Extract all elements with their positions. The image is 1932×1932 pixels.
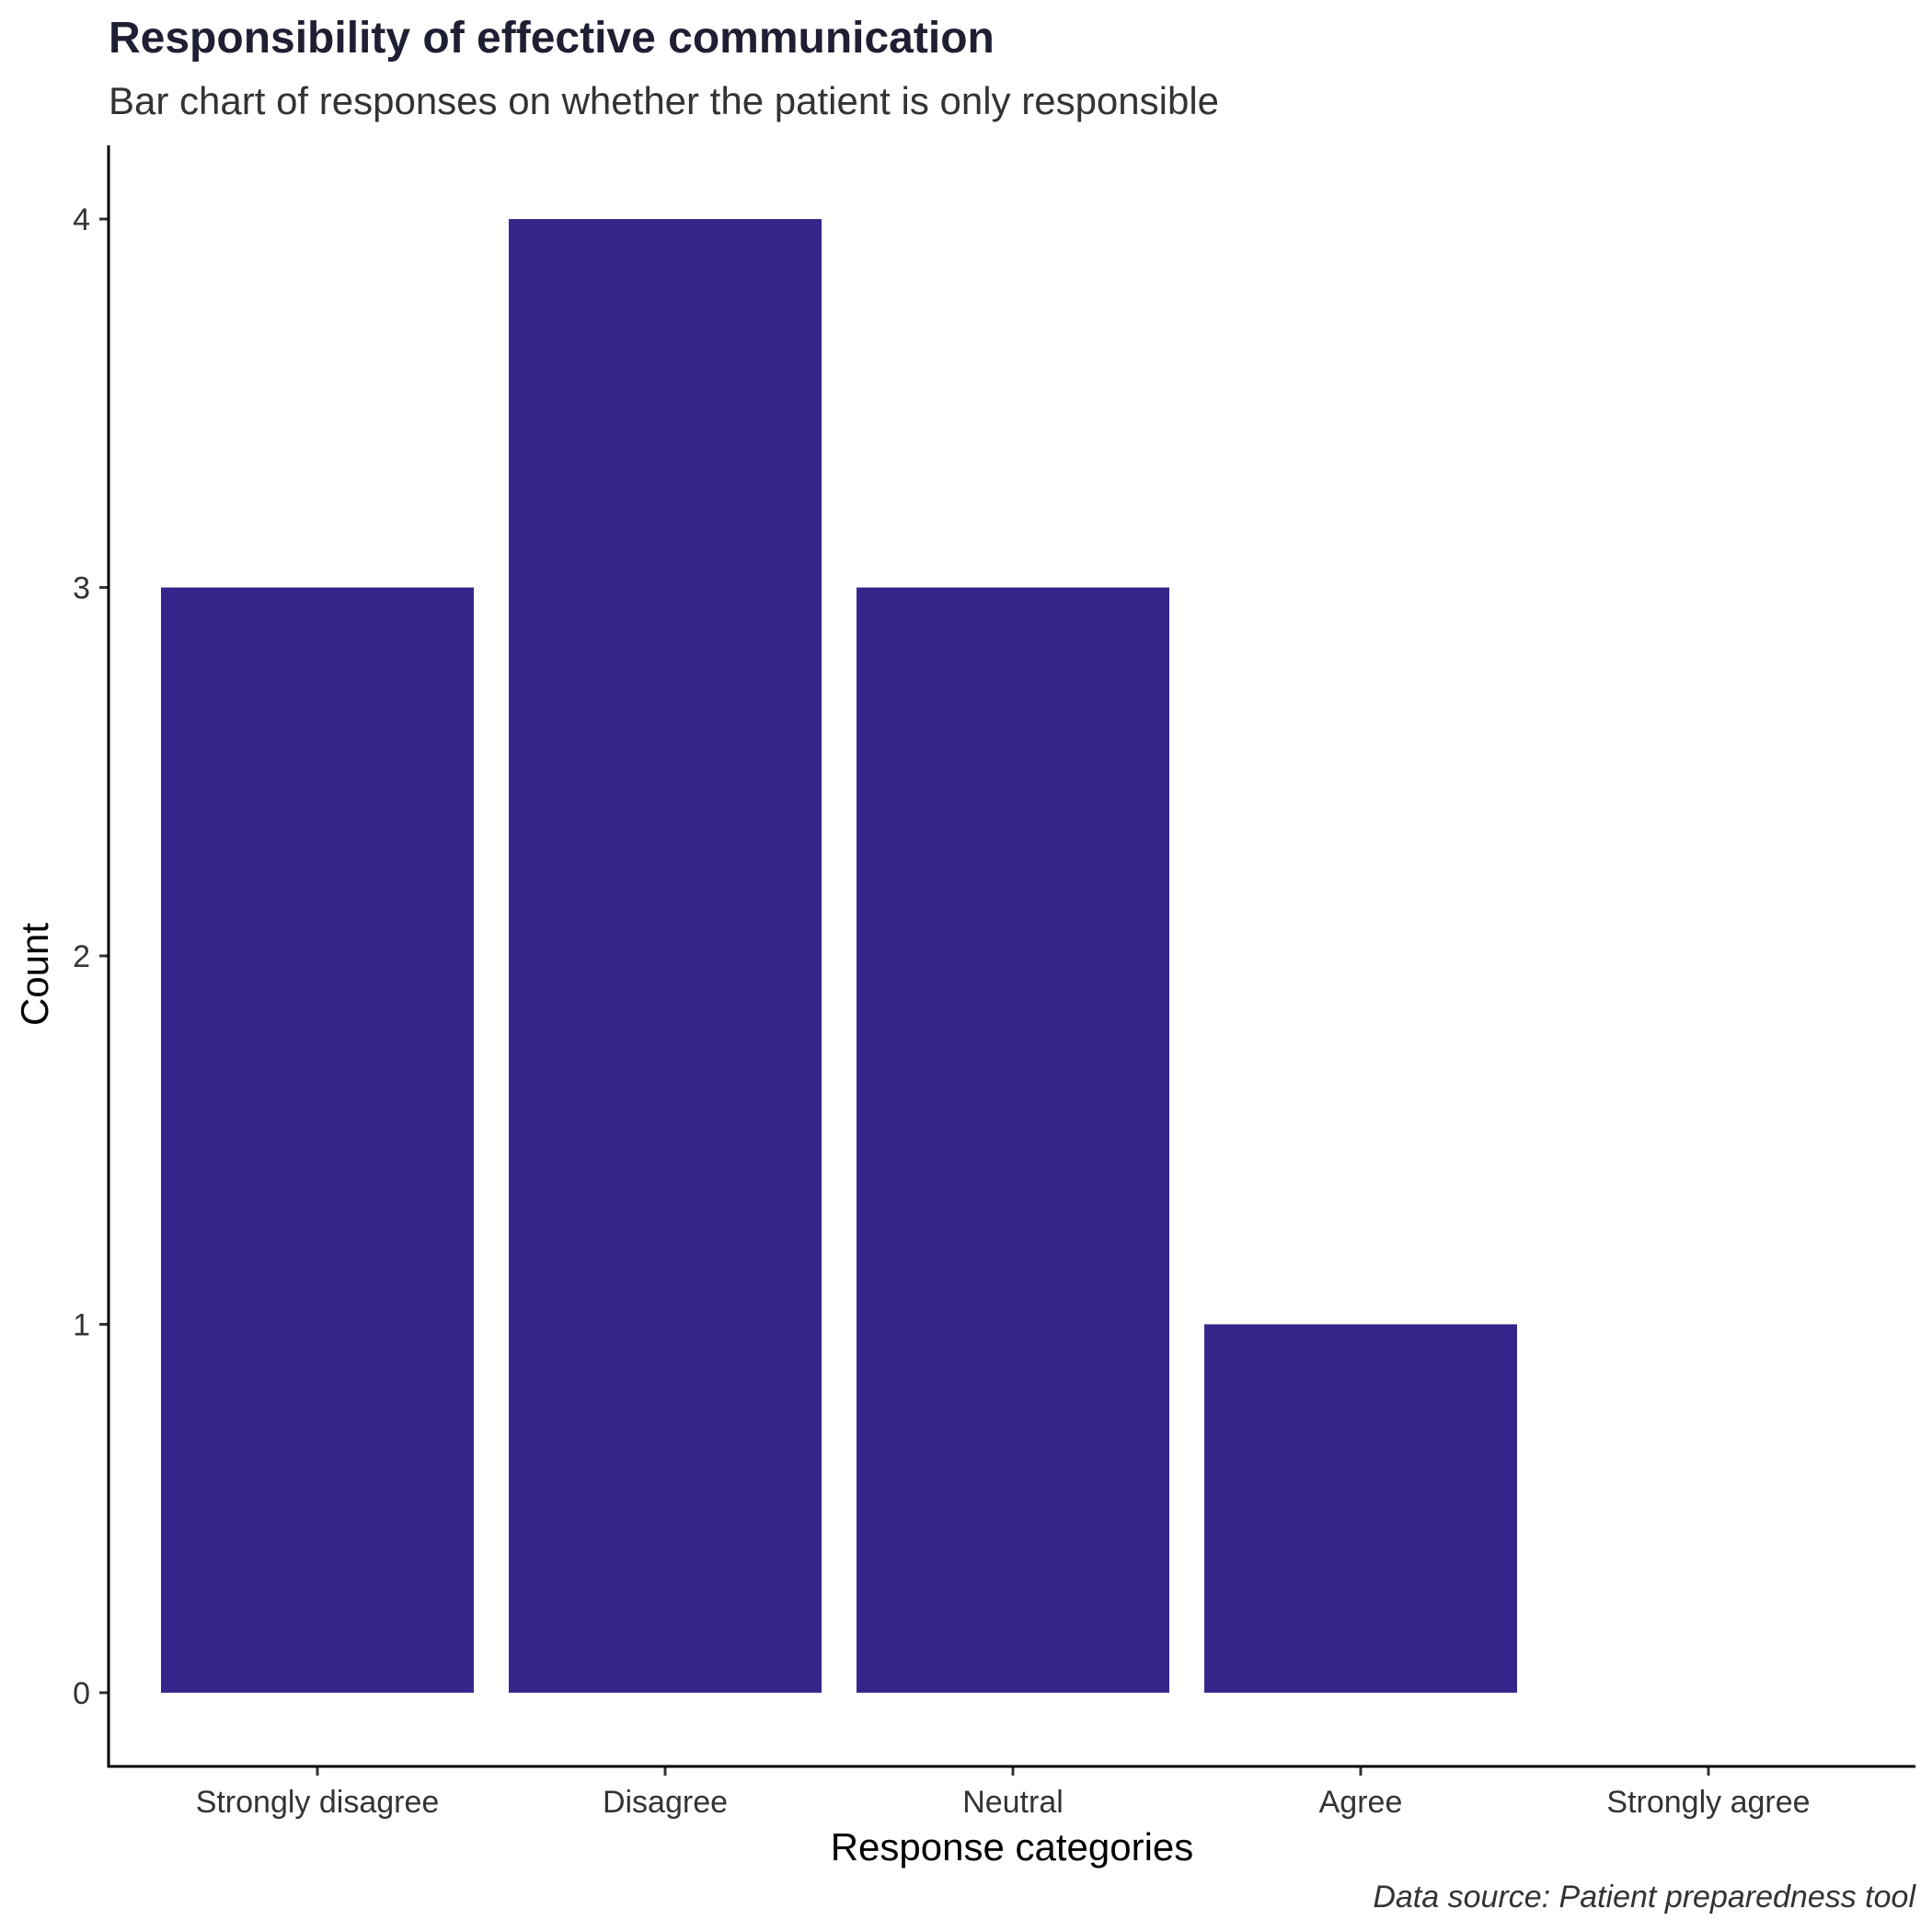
y-tick-label: 3 <box>73 571 90 606</box>
x-tick-label: Neutral <box>962 1785 1064 1820</box>
y-axis-ticks: 0 1 2 3 4 <box>73 202 109 1711</box>
y-axis-title: Count <box>13 923 56 1026</box>
x-tick-label: Strongly agree <box>1606 1785 1810 1820</box>
x-axis-ticks: Strongly disagree Disagree Neutral Agree Str… <box>196 1766 1811 1820</box>
y-tick-label: 4 <box>73 202 90 237</box>
bars <box>161 219 1517 1693</box>
x-tick-label: Agree <box>1319 1785 1403 1820</box>
y-tick-label: 0 <box>73 1676 90 1711</box>
x-axis-title: Response categories <box>831 1825 1194 1869</box>
bar-neutral <box>857 587 1169 1693</box>
chart-title: Responsibility of effective communicatio… <box>109 14 995 63</box>
x-tick-label: Disagree <box>603 1785 728 1820</box>
x-tick-label: Strongly disagree <box>196 1785 440 1820</box>
y-tick-label: 2 <box>73 939 90 974</box>
chart-caption: Data source: Patient preparedness tool <box>1373 1880 1916 1915</box>
chart-subtitle: Bar chart of responses on whether the pa… <box>109 79 1219 122</box>
y-tick-label: 1 <box>73 1307 90 1342</box>
bar-disagree <box>509 219 822 1693</box>
bar-agree <box>1204 1324 1517 1693</box>
bar-strongly-disagree <box>161 587 474 1693</box>
